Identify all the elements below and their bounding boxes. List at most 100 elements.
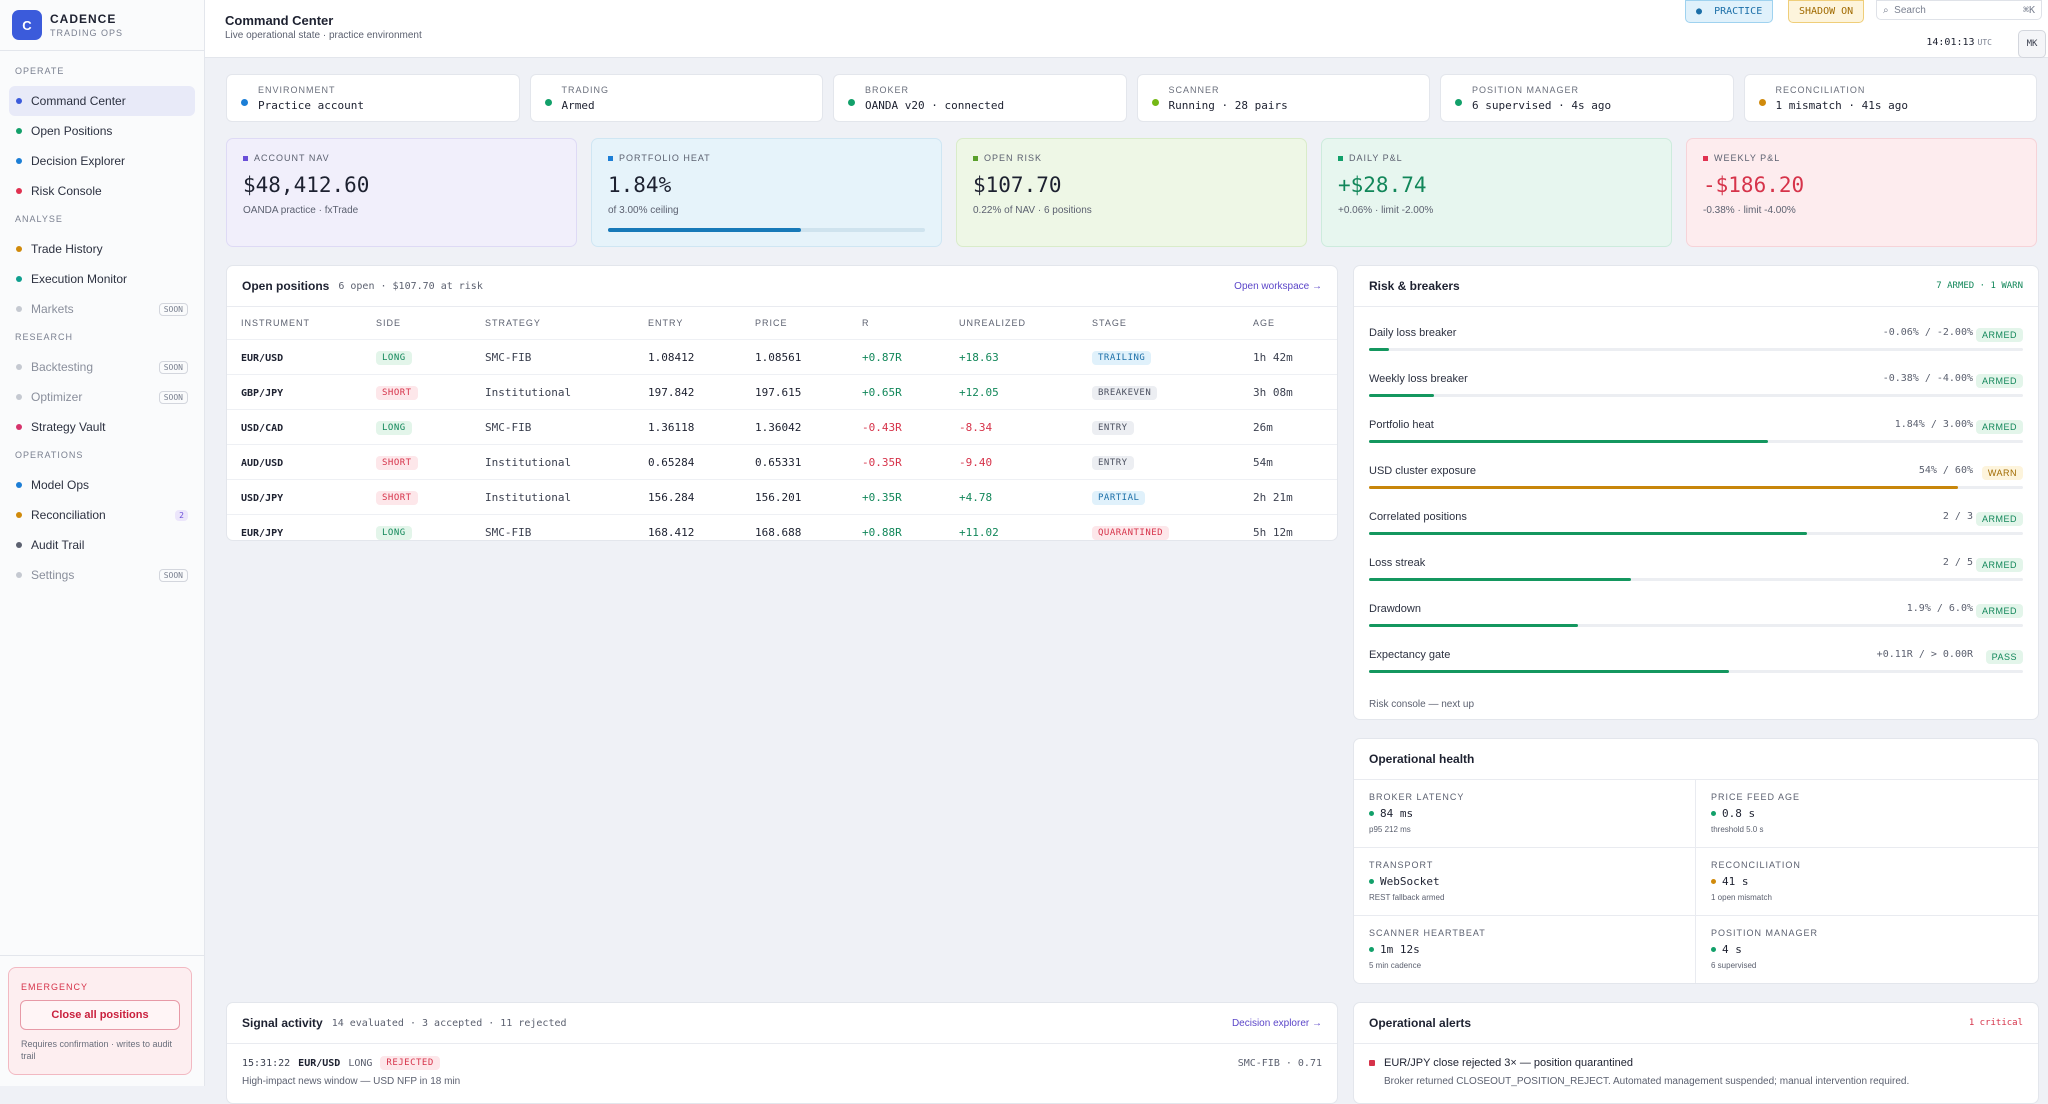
breaker: USD cluster exposure 54% / 60% WARN [1369, 455, 2023, 501]
nav-dot [16, 158, 22, 164]
alert[interactable]: EUR/JPY close rejected 3× — position qua… [1354, 1044, 2038, 1100]
side-tag: SHORT [376, 455, 418, 470]
cell-text: +11.02 [959, 525, 999, 539]
table-row[interactable]: EUR/USD LONG SMC-FIB 1.08412 1.08561 +0.87R +1… [227, 340, 1337, 375]
kpi-label: DAILY P&L [1349, 153, 1403, 163]
nav-item[interactable]: Strategy Vault [9, 412, 195, 442]
panel-header: Risk & breakers 7 ARMED · 1 WARN [1354, 266, 2038, 307]
status-dot [544, 98, 552, 106]
nav-item[interactable]: Command Center [9, 86, 195, 116]
page-title: Command Center [225, 13, 334, 28]
cell-text: +0.88R [862, 525, 902, 539]
table-cell: ENTRY [1092, 455, 1253, 470]
nav-item[interactable]: Optimizer SOON [9, 382, 195, 412]
nav-dot [16, 482, 22, 488]
signal[interactable]: 15:31:22 EUR/USD LONG REJECTED SMC-FIB · 0.7… [227, 1044, 1337, 1103]
health-sub: 5 min cadence [1369, 961, 1422, 970]
column-header: STRATEGY [485, 318, 541, 328]
table-cell: GBP/JPY [241, 386, 376, 399]
breaker-name: Weekly loss breaker [1369, 373, 1468, 385]
open-workspace-link[interactable]: Open workspace → [1234, 280, 1322, 292]
health-dot [1711, 879, 1716, 884]
health-cell: SCANNER HEARTBEAT 1m 12s 5 min cadence [1354, 916, 1696, 983]
breaker-value: -0.38% / -4.00% [1882, 373, 1973, 384]
kpi-value: 1.84% [608, 173, 672, 197]
table-cell: +0.35R [862, 491, 959, 504]
nav-dot [16, 424, 22, 430]
nav-item[interactable]: Open Positions [9, 116, 195, 146]
kpi-sub: -0.38% · limit -4.00% [1703, 205, 1796, 216]
table-cell: LONG [376, 350, 485, 365]
status-dot [1151, 98, 1159, 106]
table-cell: 54m [1253, 456, 1333, 469]
breaker-value: 2 / 3 [1942, 511, 1973, 522]
health-value: 1m 12s [1380, 943, 1420, 956]
status-label: TRADING [561, 84, 609, 95]
table-row[interactable]: USD/JPY SHORT Institutional 156.284 156.201 +… [227, 480, 1337, 515]
alert-title: EUR/JPY close rejected 3× — position qua… [1384, 1057, 1633, 1069]
nav-item[interactable]: Risk Console [9, 176, 195, 206]
health-sub: 6 supervised [1711, 961, 1757, 970]
table-cell: ENTRY [1092, 420, 1253, 435]
nav-item[interactable]: Audit Trail [9, 530, 195, 560]
nav-label: Open Positions [31, 124, 113, 138]
divider [0, 955, 204, 956]
practice-badge: ● PRACTICE [1685, 0, 1774, 23]
nav-item[interactable]: Trade History [9, 234, 195, 264]
status-value: 1 mismatch · 41s ago [1775, 98, 1908, 112]
cell-text: 0.65284 [648, 455, 695, 469]
signal-status: REJECTED [380, 1056, 440, 1070]
column-header: AGE [1253, 318, 1276, 328]
cell-text: +18.63 [959, 350, 999, 364]
decision-explorer-link[interactable]: Decision explorer → [1231, 1017, 1322, 1029]
nav-item[interactable]: Reconciliation 2 [9, 500, 195, 530]
kpi-marker [1338, 155, 1343, 161]
panel-summary: 6 open · $107.70 at risk [338, 280, 483, 292]
nav-label: Audit Trail [31, 538, 85, 552]
nav-label: Strategy Vault [31, 420, 106, 434]
status-dot [1455, 98, 1462, 106]
cell-text: Institutional [485, 490, 572, 504]
close-all-button[interactable]: Close all positions [20, 1000, 180, 1030]
nav-item[interactable]: Execution Monitor [9, 264, 195, 294]
breaker-status-wrap: WARN [1981, 463, 2023, 481]
search[interactable]: ⌕ Search ⌘K [1876, 0, 2042, 20]
shadow-text: SHADOW ON [1799, 6, 1854, 17]
table-row[interactable]: EUR/JPY LONG SMC-FIB 168.412 168.688 +0.88R +1… [227, 515, 1337, 540]
health-value: 0.8 s [1722, 807, 1756, 820]
breaker-status: ARMED [1975, 374, 2023, 388]
breaker-status: ARMED [1975, 420, 2023, 434]
table-row[interactable]: AUD/USD SHORT Institutional 0.65284 0.65331 -… [227, 445, 1337, 480]
clock-tz: UTC [1977, 38, 1992, 47]
avatar[interactable]: MK [2018, 30, 2046, 58]
column-header: R [862, 318, 870, 328]
health-sub: REST fallback armed [1369, 893, 1445, 902]
table-row[interactable]: USD/CAD LONG SMC-FIB 1.36118 1.36042 -0.43R -8… [227, 410, 1337, 445]
cell-text: +4.78 [959, 490, 993, 504]
nav-dot [16, 246, 22, 252]
nav-badge: 2 [175, 509, 188, 521]
health-dot [1369, 947, 1374, 952]
breaker: Correlated positions 2 / 3 ARMED [1369, 501, 2023, 547]
table-row[interactable]: GBP/JPY SHORT Institutional 197.842 197.615 +… [227, 375, 1337, 410]
nav-item[interactable]: Decision Explorer [9, 146, 195, 176]
stage-tag: BREAKEVEN [1092, 385, 1158, 400]
table-cell: 1h 42m [1253, 351, 1333, 364]
cell-text: SMC-FIB [485, 525, 532, 539]
table-cell: Institutional [485, 456, 648, 469]
health-value-row: 84 ms [1369, 807, 1680, 820]
breaker-status: ARMED [1975, 328, 2023, 342]
nav-item[interactable]: Settings SOON [9, 560, 195, 590]
health-dot [1711, 811, 1716, 816]
table-cell: 1.08561 [755, 351, 862, 364]
nav-item[interactable]: Model Ops [9, 470, 195, 500]
breaker-status-wrap: ARMED [1975, 325, 2023, 343]
nav-item[interactable]: Backtesting SOON [9, 352, 195, 382]
cell-text: SMC-FIB [485, 420, 532, 434]
breaker-fill [1369, 486, 1958, 489]
breaker-bar [1369, 440, 2023, 443]
kpi-marker [608, 155, 613, 161]
breaker: Portfolio heat 1.84% / 3.00% ARMED [1369, 409, 2023, 455]
table-cell: 168.688 [755, 526, 862, 539]
nav-item[interactable]: Markets SOON [9, 294, 195, 324]
